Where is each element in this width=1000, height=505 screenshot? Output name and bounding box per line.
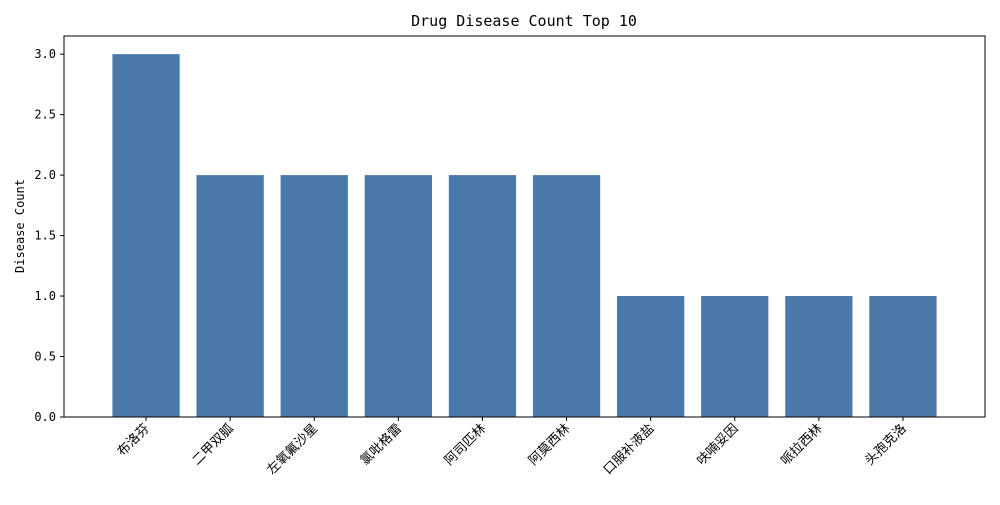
y-tick-label: 0.0 (34, 410, 56, 424)
bars-group (112, 54, 937, 417)
y-tick-label: 1.5 (34, 229, 56, 243)
y-tick-label: 3.0 (34, 47, 56, 61)
x-tick-label: 布洛芬 (115, 421, 153, 459)
x-tick-label: 氯吡格雷 (357, 421, 405, 469)
bar-6 (532, 175, 601, 417)
x-tick-label: 口服补液盐 (601, 421, 658, 478)
bar-2 (196, 175, 264, 417)
y-tick-label: 2.5 (34, 108, 56, 122)
bar-8 (701, 296, 769, 417)
y-tick-label: 0.5 (34, 350, 56, 364)
y-tick-label: 2.0 (34, 168, 56, 182)
x-tick-label: 头孢克洛 (862, 421, 909, 468)
x-tick-label: 左氧氟沙星 (264, 421, 321, 478)
x-tick-label: 二甲双胍 (190, 421, 237, 468)
bar-7 (617, 296, 685, 417)
bar-3 (280, 175, 348, 417)
y-axis-label: Disease Count (13, 179, 27, 273)
y-tick-label: 1.0 (34, 289, 56, 303)
x-tick-label: 呋喃妥因 (694, 421, 741, 468)
x-tick-label: 阿司匹林 (442, 421, 489, 468)
x-ticks-group: 布洛芬 二甲双胍 左氧氟沙星 氯吡格雷 阿司匹林 阿莫西林 口服补液盐 呋喃妥因 哌拉西林 头孢克… (115, 417, 910, 478)
bar-9 (785, 296, 853, 417)
bar-10 (869, 296, 937, 417)
chart-title: Drug Disease Count Top 10 (411, 12, 637, 30)
bar-5 (448, 175, 517, 417)
x-tick-label: 哌拉西林 (778, 421, 826, 469)
plot-frame (63, 35, 986, 418)
bar-4 (364, 175, 432, 417)
bar-1 (112, 54, 180, 417)
y-ticks-group: 0.0 0.5 1.0 1.5 2.0 2.5 3.0 (34, 47, 64, 424)
x-tick-label: 阿莫西林 (526, 421, 573, 468)
